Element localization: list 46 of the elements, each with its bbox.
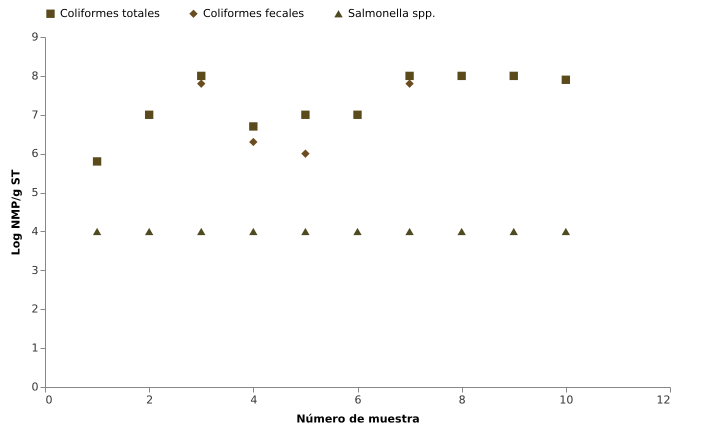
legend-label: Salmonella spp. <box>348 6 436 20</box>
y-tick-label: 2 <box>32 302 38 316</box>
x-tick-label: 8 <box>458 394 466 406</box>
y-tick-label: 0 <box>32 380 38 394</box>
y-tick-label: 9 <box>32 30 38 44</box>
y-tick-label: 4 <box>32 224 38 238</box>
point <box>353 228 362 236</box>
point <box>301 110 310 119</box>
point <box>144 228 154 236</box>
x-axis-title: Número de muestra <box>296 412 420 426</box>
point <box>562 76 570 84</box>
point <box>92 228 102 236</box>
point <box>405 72 414 80</box>
x-tick-label: 10 <box>559 394 574 406</box>
point <box>301 149 310 158</box>
point <box>144 110 154 119</box>
y-tick-label: 1 <box>32 342 38 355</box>
point <box>510 72 518 80</box>
y-tick-label: 5 <box>32 186 38 200</box>
point <box>457 72 466 80</box>
y-tick-label: 6 <box>32 147 38 160</box>
point <box>301 228 310 236</box>
point <box>249 228 258 236</box>
point <box>197 79 206 88</box>
point <box>510 228 518 236</box>
y-tick-label: 7 <box>32 108 38 122</box>
point <box>405 228 414 236</box>
point <box>457 228 466 236</box>
y-tick-label: 8 <box>32 69 38 82</box>
y-tick-label: 3 <box>32 264 38 277</box>
x-tick-label: 12 <box>656 394 670 406</box>
x-tick-label: 4 <box>250 394 258 406</box>
point <box>562 228 570 236</box>
x-tick-label: 2 <box>146 394 154 406</box>
point <box>405 79 414 88</box>
x-tick-label: 6 <box>354 394 362 406</box>
point <box>92 157 102 166</box>
legend-label: Coliformes fecales <box>203 6 304 20</box>
x-tick-label: 0 <box>46 394 52 406</box>
y-axis-title: Log NMP/g ST <box>10 169 22 256</box>
point <box>197 72 206 80</box>
point <box>353 110 362 119</box>
point <box>249 138 258 146</box>
point <box>197 228 206 236</box>
point <box>249 122 258 131</box>
legend-label: Coliformes totales <box>60 6 160 20</box>
